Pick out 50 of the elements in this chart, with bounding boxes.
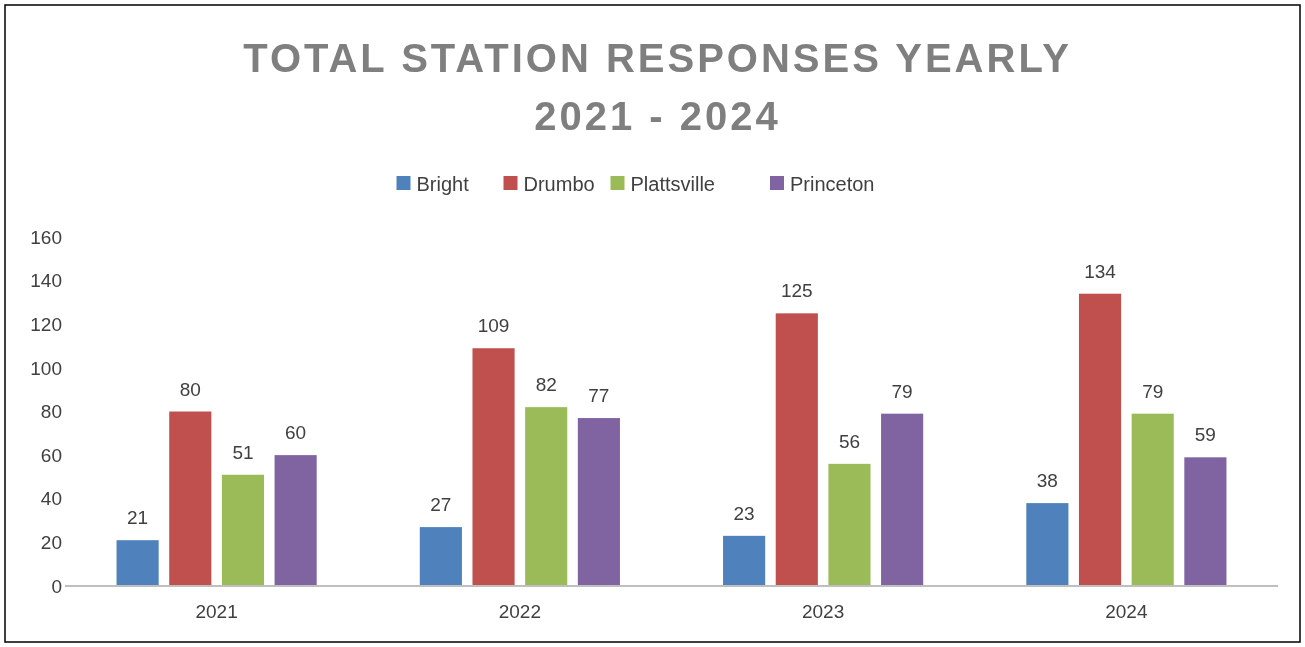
x-tick-label: 2023: [801, 601, 845, 622]
legend-label: Plattsville: [630, 173, 715, 195]
data-label: 21: [127, 507, 149, 529]
bar: [1184, 457, 1227, 586]
data-label: 80: [179, 378, 201, 400]
data-label: 79: [1142, 380, 1164, 402]
data-label: 82: [535, 374, 557, 396]
legend-label: Drumbo: [523, 173, 595, 195]
data-label: 60: [285, 422, 307, 444]
data-label: 23: [733, 502, 755, 524]
legend-label: Bright: [416, 173, 470, 195]
y-tick-label: 60: [40, 444, 62, 466]
x-tick-label: 2024: [1105, 601, 1148, 622]
bar: [169, 411, 212, 586]
bar: [1131, 413, 1174, 586]
data-label: 59: [1194, 424, 1216, 446]
y-tick-label: 40: [40, 488, 62, 510]
data-label: 51: [232, 441, 254, 463]
bar: [116, 540, 159, 586]
x-tick-label: 2021: [195, 601, 238, 622]
bar: [1026, 503, 1069, 586]
data-label: 125: [780, 280, 813, 302]
data-label: 27: [430, 494, 452, 516]
data-label: 77: [588, 385, 610, 407]
data-label: 56: [838, 430, 861, 452]
bar: [828, 463, 871, 586]
y-tick-label: 100: [30, 357, 62, 379]
bar: [221, 474, 265, 586]
y-tick-label: 140: [30, 270, 62, 292]
y-tick-label: 160: [30, 226, 62, 248]
bar: [1078, 293, 1122, 586]
y-tick-label: 0: [51, 575, 62, 597]
bar: [274, 455, 317, 586]
x-tick-label: 2022: [498, 601, 542, 622]
data-label: 134: [1084, 260, 1117, 282]
chart-title: TOTAL STATION RESPONSES YEARLY 2021 - 2024: [243, 36, 1072, 138]
y-tick-label: 20: [40, 532, 62, 554]
bar: [775, 313, 818, 586]
y-tick-label: 80: [40, 401, 62, 423]
data-label: 38: [1036, 470, 1058, 492]
data-label: 79: [891, 380, 913, 402]
y-tick-label: 120: [30, 313, 62, 335]
bar: [472, 348, 515, 586]
bar: [577, 418, 620, 586]
legend-label: Princeton: [790, 173, 875, 195]
bar: [881, 413, 924, 586]
bar: [525, 407, 568, 586]
bar: [723, 535, 766, 586]
data-label: 109: [477, 315, 510, 337]
bar: [419, 527, 462, 586]
